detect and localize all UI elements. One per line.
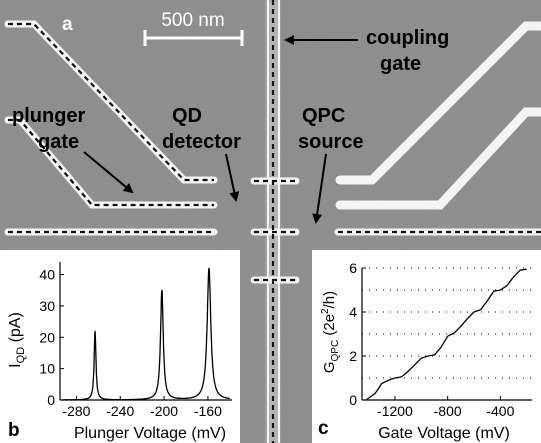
panel-b-y-tick-label: 10 <box>39 361 55 377</box>
panel-b-y-axis-label: IQD (pA) <box>7 312 27 368</box>
panel-c-y-axis-label: GQPC (2e2/h) <box>320 291 341 373</box>
panel-b-x-tick-label: -240 <box>106 403 134 419</box>
qd-arrow <box>225 153 240 202</box>
panel-b-x-tick-label: -160 <box>194 403 222 419</box>
panel-b-y-tick-label: 30 <box>39 298 55 314</box>
coupling-gate-metal <box>266 0 280 443</box>
panel-c-plot-area: 0 2 4 6 -1200 -800 -400 <box>349 260 532 419</box>
panel-b-x-tick-label: -200 <box>150 403 178 419</box>
panel-c-x-axis-label: Gate Voltage (mV) <box>378 425 510 442</box>
qpc-label-2: source <box>298 131 364 153</box>
panel-c-x-tick-label: -400 <box>486 403 514 419</box>
scalebar <box>143 30 244 46</box>
panel-c-y-tick-label: 2 <box>349 348 357 364</box>
coupling-label-1: coupling <box>366 27 449 49</box>
panel-b-x-tick-label: -280 <box>62 403 90 419</box>
qd-label-1: QD <box>172 105 202 127</box>
scalebar-label: 500 nm <box>161 10 224 31</box>
plunger-gate-dash <box>8 118 214 207</box>
panel-c-y-tick-label: 4 <box>349 304 357 320</box>
panel-b-y-tick-label: 20 <box>39 329 55 345</box>
panel-c-x-tick-label: -800 <box>434 403 462 419</box>
panel-b-y-tick-label: 40 <box>39 267 55 283</box>
lower-right-gate-metal <box>335 107 541 210</box>
upper-left-gate-dash <box>8 22 214 182</box>
panel-c-y-tick-label: 0 <box>349 392 357 408</box>
panel-c-y-tick-label: 6 <box>349 260 357 276</box>
coupling-label-2: gate <box>380 53 421 75</box>
panel-b-chart: 0 10 20 30 40 -280 -240 -200 -160 b Plunger Volt… <box>0 250 240 443</box>
panel-b-background <box>0 250 240 443</box>
qpc-label-1: QPC <box>302 105 345 127</box>
panel-b-plot-area: 0 10 20 30 40 -280 -240 -200 -160 <box>39 262 232 419</box>
panel-b-x-axis-label: Plunger Voltage (mV) <box>74 425 226 442</box>
plunger-label-1: plunger <box>12 105 86 127</box>
panel-b-y-tick-label: 0 <box>47 392 55 408</box>
plunger-label-2: gate <box>38 131 79 153</box>
panel-label-c: c <box>318 418 329 439</box>
qpc-arrow <box>312 153 327 224</box>
plunger-arrow <box>83 151 134 194</box>
panel-c-x-tick-label: -1200 <box>377 403 413 419</box>
panel-c-conductance-trace <box>365 268 527 401</box>
upper-right-gate-metal <box>335 21 541 185</box>
panel-label-b: b <box>8 420 20 441</box>
qd-label-2: detector <box>162 131 241 153</box>
panel-label-a: a <box>62 14 73 35</box>
panel-c-background <box>312 250 541 443</box>
panel-c-chart: 0 2 4 6 -1200 -800 -400 c Gate Voltage (mV) GQ… <box>312 250 541 443</box>
panel-b-current-trace <box>62 268 231 401</box>
